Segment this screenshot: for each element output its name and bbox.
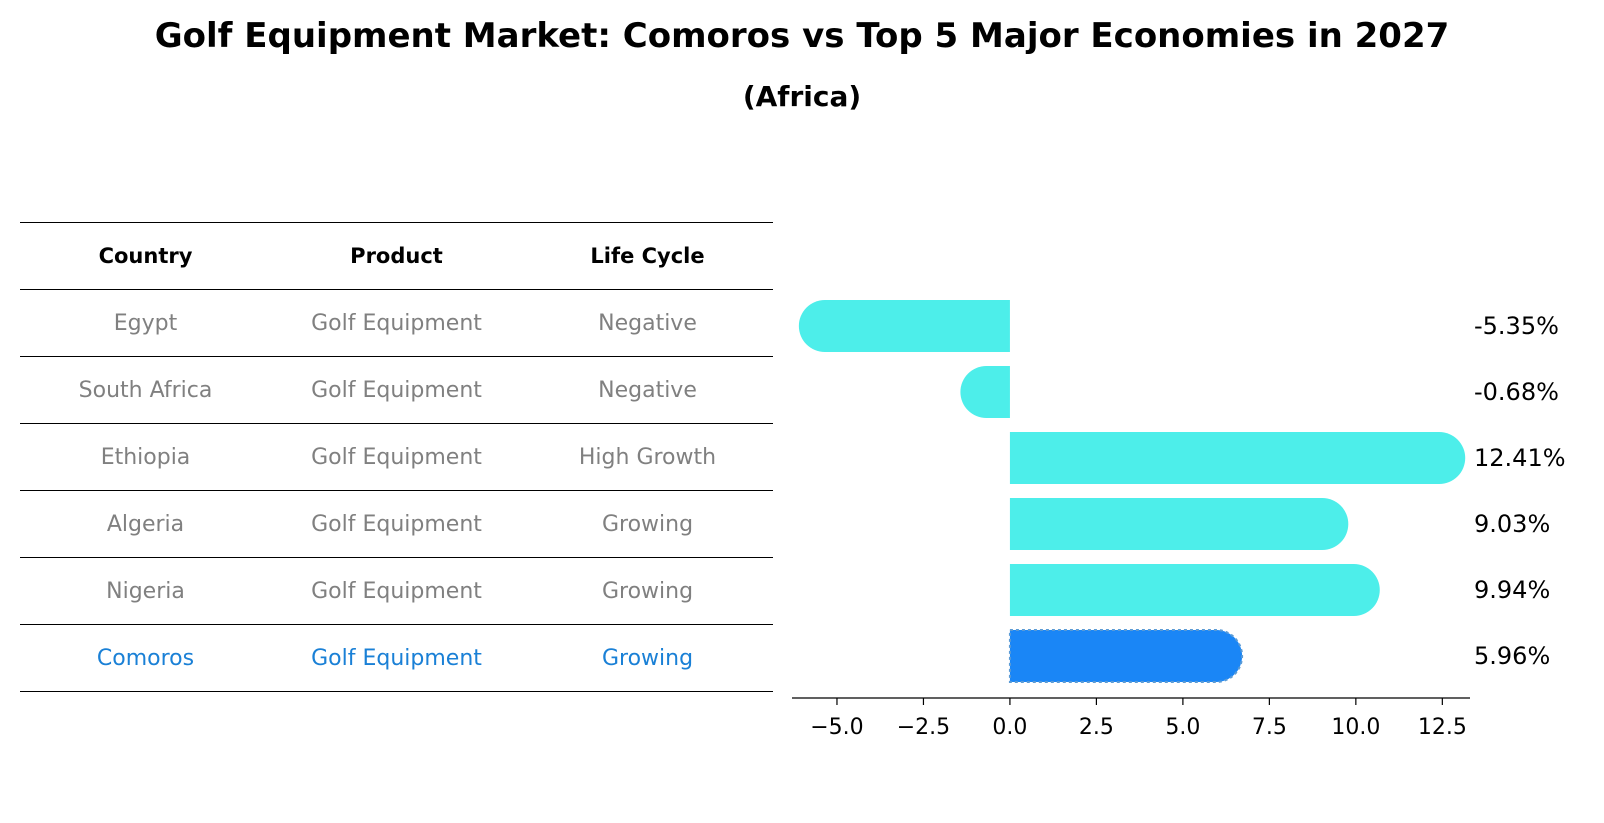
- cell-life-cycle: High Growth: [578, 444, 717, 470]
- x-tick-label: 2.5: [1079, 715, 1114, 740]
- bar-nigeria: [1009, 564, 1380, 616]
- table-header-row: Country Product Life Cycle: [20, 222, 773, 289]
- header-life-cycle: Life Cycle: [590, 244, 705, 268]
- table-row: Algeria Golf Equipment Growing: [20, 490, 773, 557]
- table-row: Ethiopia Golf Equipment High Growth: [20, 423, 773, 490]
- cell-country: Ethiopia: [100, 444, 191, 470]
- cell-product: Golf Equipment: [311, 377, 482, 403]
- bar-ethiopia: [1009, 432, 1466, 484]
- data-table: Country Product Life Cycle Egypt Golf Eq…: [20, 222, 773, 692]
- chart-title: Golf Equipment Market: Comoros vs Top 5 …: [154, 16, 1450, 56]
- cell-life-cycle: Growing: [601, 578, 694, 604]
- bar-south-africa: [960, 366, 1010, 418]
- chart-subtitle: (Africa): [742, 80, 862, 113]
- cell-country: Comoros: [96, 645, 195, 671]
- table-row: South Africa Golf Equipment Negative: [20, 356, 773, 423]
- bar-algeria: [1009, 498, 1349, 550]
- table-row-highlight: Comoros Golf Equipment Growing: [20, 624, 773, 692]
- cell-country: Nigeria: [106, 578, 185, 604]
- bar-value-label: 12.41%: [1474, 444, 1566, 472]
- bar-value-label: 9.03%: [1474, 510, 1550, 538]
- bar-value-label: -5.35%: [1474, 312, 1559, 340]
- x-tick-label: 12.5: [1418, 715, 1467, 740]
- x-tick-label: −2.5: [897, 715, 950, 740]
- x-tick-label: −5.0: [810, 715, 863, 740]
- cell-life-cycle: Negative: [598, 377, 697, 403]
- cell-country: Egypt: [113, 310, 178, 336]
- bar-value-label: 5.96%: [1474, 642, 1550, 670]
- bar-egypt: [798, 300, 1010, 352]
- cell-product: Golf Equipment: [311, 310, 482, 336]
- cell-life-cycle: Growing: [601, 645, 694, 671]
- cell-country: South Africa: [78, 377, 213, 403]
- bar-comoros: [1008, 629, 1244, 683]
- cell-country: Algeria: [106, 511, 185, 537]
- table-row: Nigeria Golf Equipment Growing: [20, 557, 773, 624]
- cell-product: Golf Equipment: [311, 645, 482, 671]
- header-country: Country: [98, 244, 193, 268]
- x-tick-label: 5.0: [1165, 715, 1200, 740]
- cell-life-cycle: Growing: [601, 511, 694, 537]
- cell-life-cycle: Negative: [598, 310, 697, 336]
- bar-value-label: -0.68%: [1474, 378, 1559, 406]
- x-tick-label: 10.0: [1331, 715, 1380, 740]
- bar-value-label: 9.94%: [1474, 576, 1550, 604]
- x-tick-label: 0.0: [992, 715, 1027, 740]
- header-product: Product: [350, 244, 443, 268]
- x-tick-label: 7.5: [1252, 715, 1287, 740]
- cell-product: Golf Equipment: [311, 511, 482, 537]
- cell-product: Golf Equipment: [311, 444, 482, 470]
- cell-product: Golf Equipment: [311, 578, 482, 604]
- table-row: Egypt Golf Equipment Negative: [20, 289, 773, 356]
